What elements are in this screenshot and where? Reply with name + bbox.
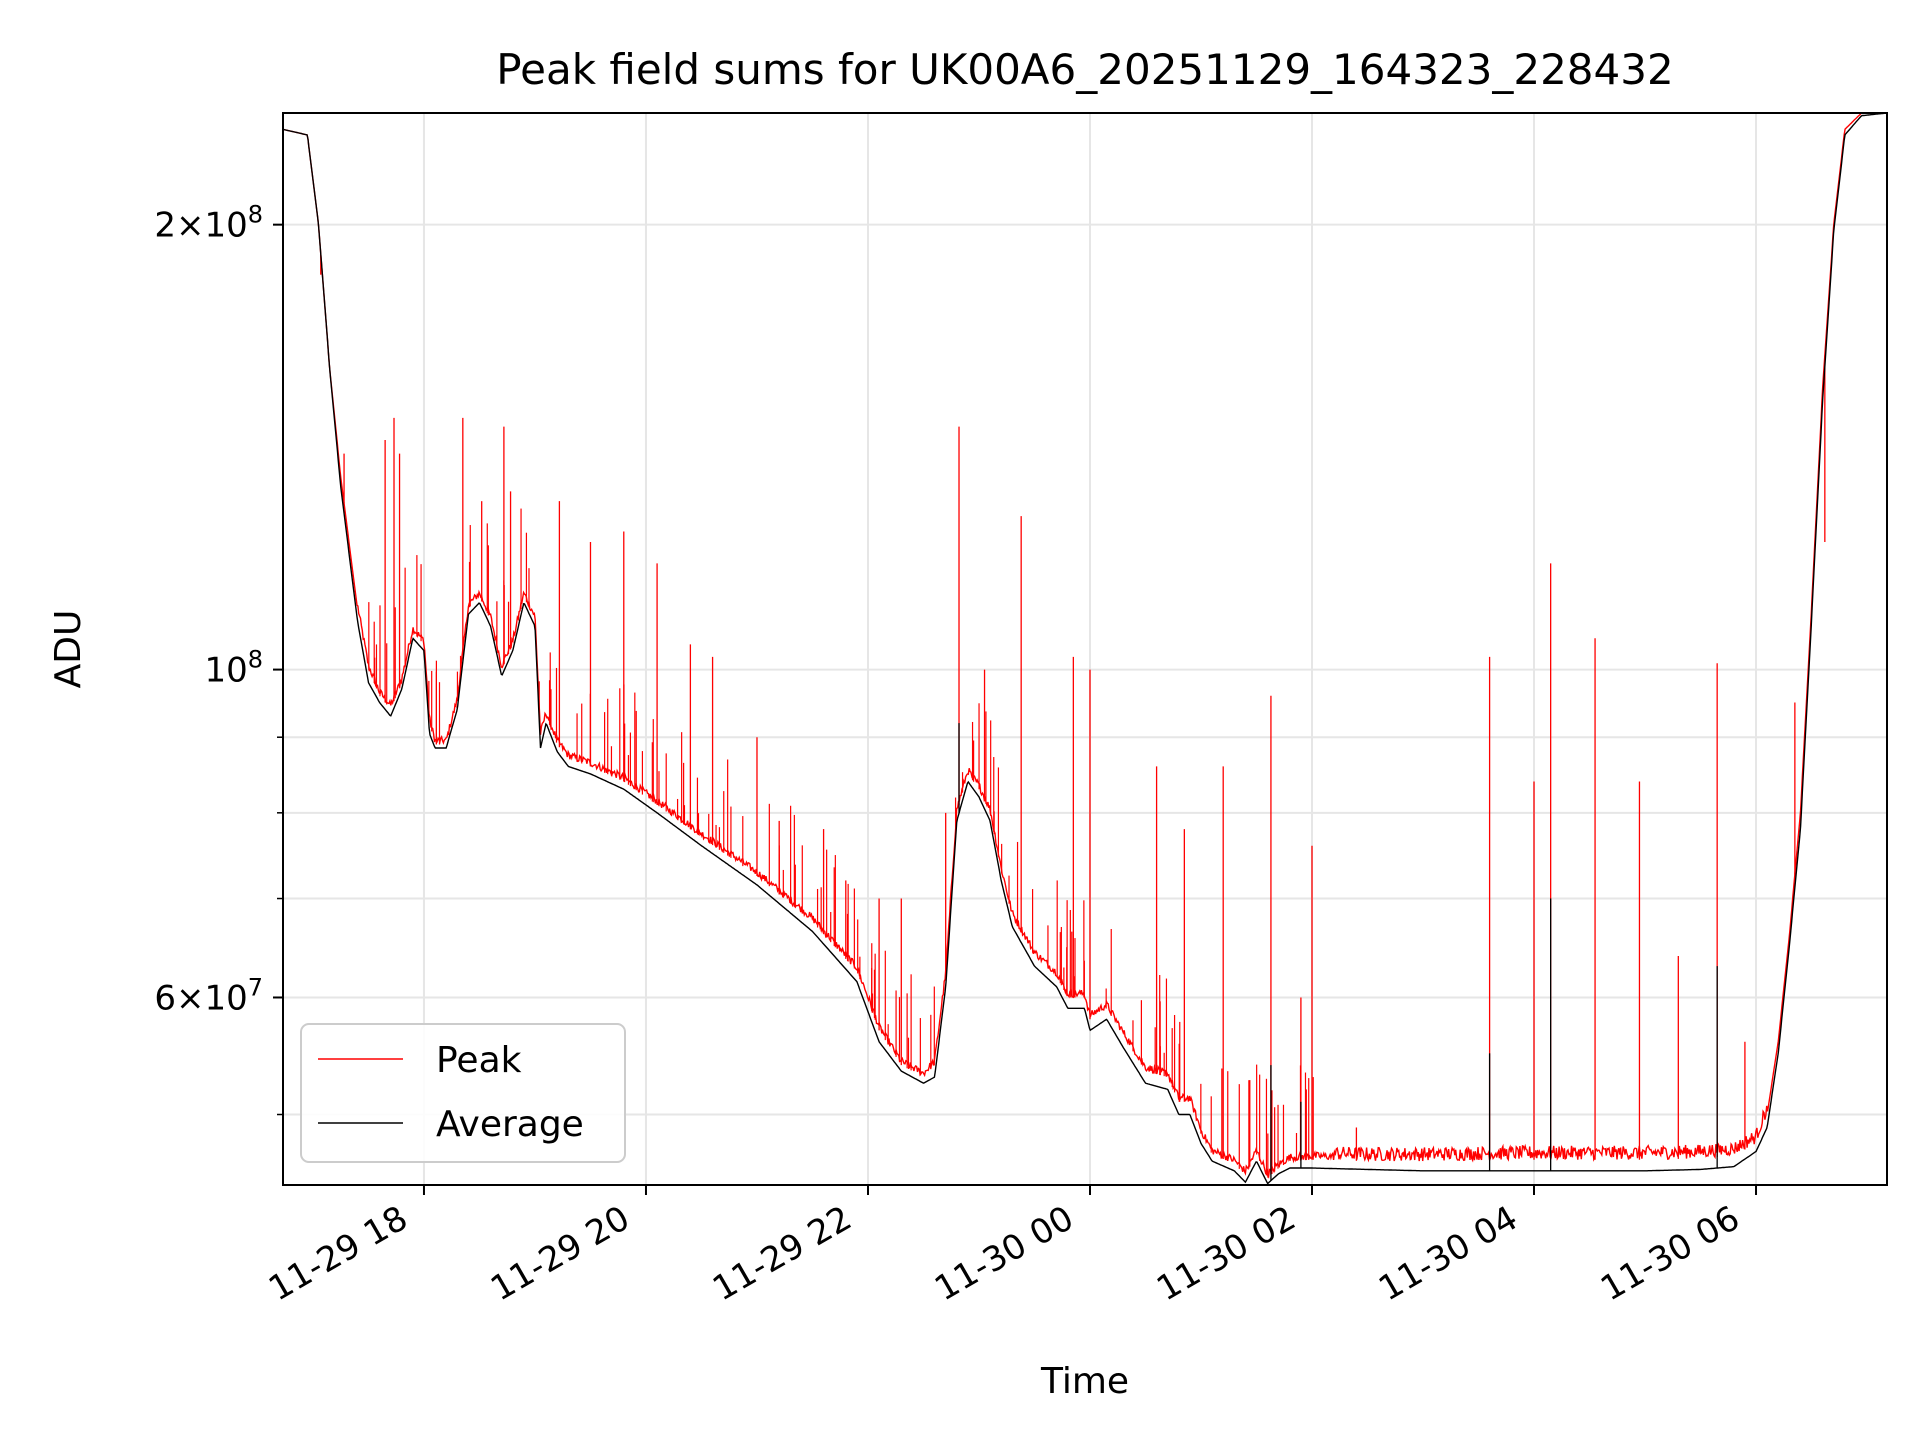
y-tick-label: 6×107	[154, 973, 263, 1018]
series-average	[283, 113, 1887, 1185]
y-axis-label: ADU	[48, 610, 89, 689]
series-peak	[283, 113, 1887, 1179]
y-tick-label: 2×108	[154, 201, 263, 246]
average-line	[283, 113, 1887, 1185]
series-layer	[283, 113, 1887, 1185]
chart-title: Peak field sums for UK00A6_20251129_1643…	[496, 45, 1673, 94]
y-axis: 2×108 108 6×107	[154, 201, 283, 1116]
x-axis-label: Time	[1040, 1361, 1129, 1402]
axes-frame	[282, 112, 1888, 1186]
plot-area	[283, 113, 1887, 1185]
y-tick-label: 108	[204, 646, 263, 691]
legend-peak-label: Peak	[436, 1040, 522, 1081]
legend-average-label: Average	[436, 1104, 584, 1145]
legend: Peak Average	[300, 1023, 626, 1163]
